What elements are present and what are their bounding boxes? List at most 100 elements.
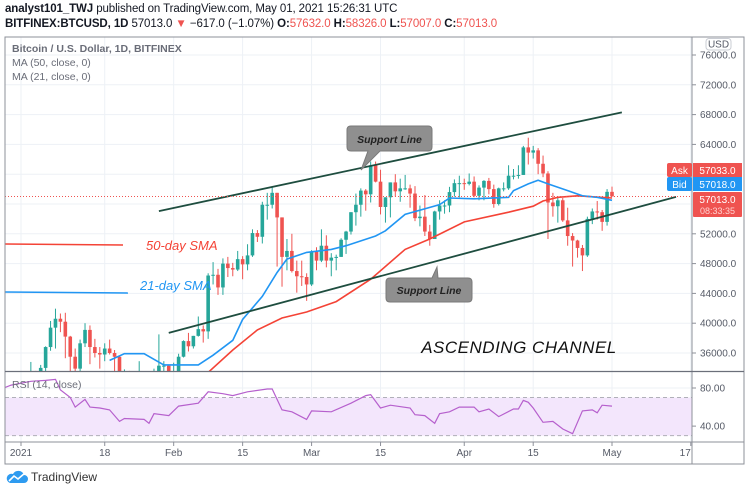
candle <box>570 233 575 267</box>
candle-body <box>324 245 329 261</box>
candle-body <box>393 182 398 192</box>
candle-body <box>206 275 210 332</box>
candle-body <box>373 165 378 182</box>
candle-body <box>88 329 92 348</box>
currency-badge[interactable]: USD <box>705 38 732 51</box>
candle-body <box>147 379 151 395</box>
candle <box>48 320 53 351</box>
candle <box>280 217 284 287</box>
price-tick-label: 48000.0 <box>700 259 737 270</box>
candle <box>309 250 314 286</box>
candle <box>506 165 511 190</box>
candle-body <box>270 192 274 205</box>
open-value: 57632.0 <box>289 18 331 30</box>
candle-body <box>211 274 215 276</box>
time-tick-label: Mar <box>303 448 321 459</box>
candle <box>265 192 270 220</box>
candle-body <box>383 197 388 207</box>
price-tick-label: 64000.0 <box>700 140 737 151</box>
candle-body <box>349 212 353 232</box>
symbol-name: BITFINEX:BTCUSD, 1D <box>5 18 129 30</box>
candle <box>324 235 329 268</box>
candle-body <box>166 365 171 371</box>
candle <box>492 184 496 208</box>
candle-body <box>162 365 166 367</box>
candle-body <box>521 147 526 175</box>
time-tick-label: Feb <box>165 448 183 459</box>
candle <box>467 173 471 186</box>
candle <box>541 155 545 178</box>
candle <box>600 209 604 231</box>
candle <box>221 258 225 295</box>
price-axis[interactable]: 76000.0 72000.0 68000.0 64000.0 52000.0 48000… <box>692 51 737 433</box>
candle-body <box>556 200 560 207</box>
candle <box>423 195 427 237</box>
ask-price-label: Ask 57033.0 <box>667 163 742 177</box>
price-change: −617.0 (−1.07%) <box>189 18 274 30</box>
candle-body <box>196 329 201 336</box>
low-label: L: <box>389 18 401 30</box>
candle-body <box>235 259 240 270</box>
candle <box>472 176 476 198</box>
candle <box>585 216 590 257</box>
candle-body <box>363 190 368 195</box>
candle <box>107 339 112 355</box>
candle-body <box>423 216 427 232</box>
rsi-legend[interactable]: RSI (14, close) <box>12 379 81 391</box>
candle-body <box>487 180 491 190</box>
candle-body <box>299 276 304 278</box>
time-axis[interactable]: 2021 18 Feb 15 Mar 15 Apr 15 May 17 <box>10 442 692 459</box>
brand-name: TradingView <box>31 470 98 484</box>
ask-value: 57033.0 <box>699 166 736 177</box>
tradingview-logo[interactable]: TradingView <box>6 470 97 484</box>
candle-body <box>501 188 506 190</box>
candle-body <box>595 211 600 213</box>
candle <box>153 368 155 371</box>
support-line-callout-bottom[interactable]: Support Line <box>385 265 473 303</box>
author-name[interactable]: analyst101_TWJ <box>5 3 94 15</box>
candle-body <box>329 257 334 261</box>
candle <box>98 347 102 369</box>
candle-body <box>570 236 575 241</box>
candle <box>93 338 97 358</box>
candle <box>255 230 260 242</box>
time-tick-label: Apr <box>456 448 472 459</box>
candle-body <box>546 173 550 203</box>
support-line-callout-top[interactable]: Support Line <box>346 125 433 171</box>
candle <box>418 205 422 227</box>
candle <box>132 376 136 391</box>
candle <box>128 370 130 371</box>
candle <box>442 200 447 214</box>
candle <box>285 239 289 271</box>
price-tick-label: 36000.0 <box>700 349 737 360</box>
candle-body <box>93 347 97 353</box>
candle <box>437 200 442 220</box>
candle-body <box>191 335 196 347</box>
candle <box>531 145 535 159</box>
candle <box>295 260 299 293</box>
candle <box>78 339 82 371</box>
time-tick-label: 17 <box>680 448 692 459</box>
ma50-legend[interactable]: MA (50, close, 0) <box>12 57 91 69</box>
candle-body <box>437 205 442 212</box>
candle <box>157 334 161 371</box>
candle <box>290 233 294 273</box>
candle <box>88 325 92 365</box>
candle <box>427 224 432 246</box>
candle <box>580 244 585 272</box>
candle-body <box>290 250 294 272</box>
ma21-legend[interactable]: MA (21, close, 0) <box>12 71 91 83</box>
candle-body <box>216 274 220 288</box>
candle <box>334 254 338 271</box>
ascending-channel-label: ASCENDING CHANNEL <box>420 338 617 357</box>
candle <box>432 210 437 240</box>
candle <box>181 340 186 358</box>
candle-body <box>137 381 141 382</box>
candle-body <box>403 188 407 190</box>
candle-body <box>413 193 417 219</box>
candle-body <box>580 247 585 256</box>
ma21-line <box>109 179 613 366</box>
candle-body <box>53 318 58 328</box>
sma21-annotation-line <box>4 291 129 294</box>
